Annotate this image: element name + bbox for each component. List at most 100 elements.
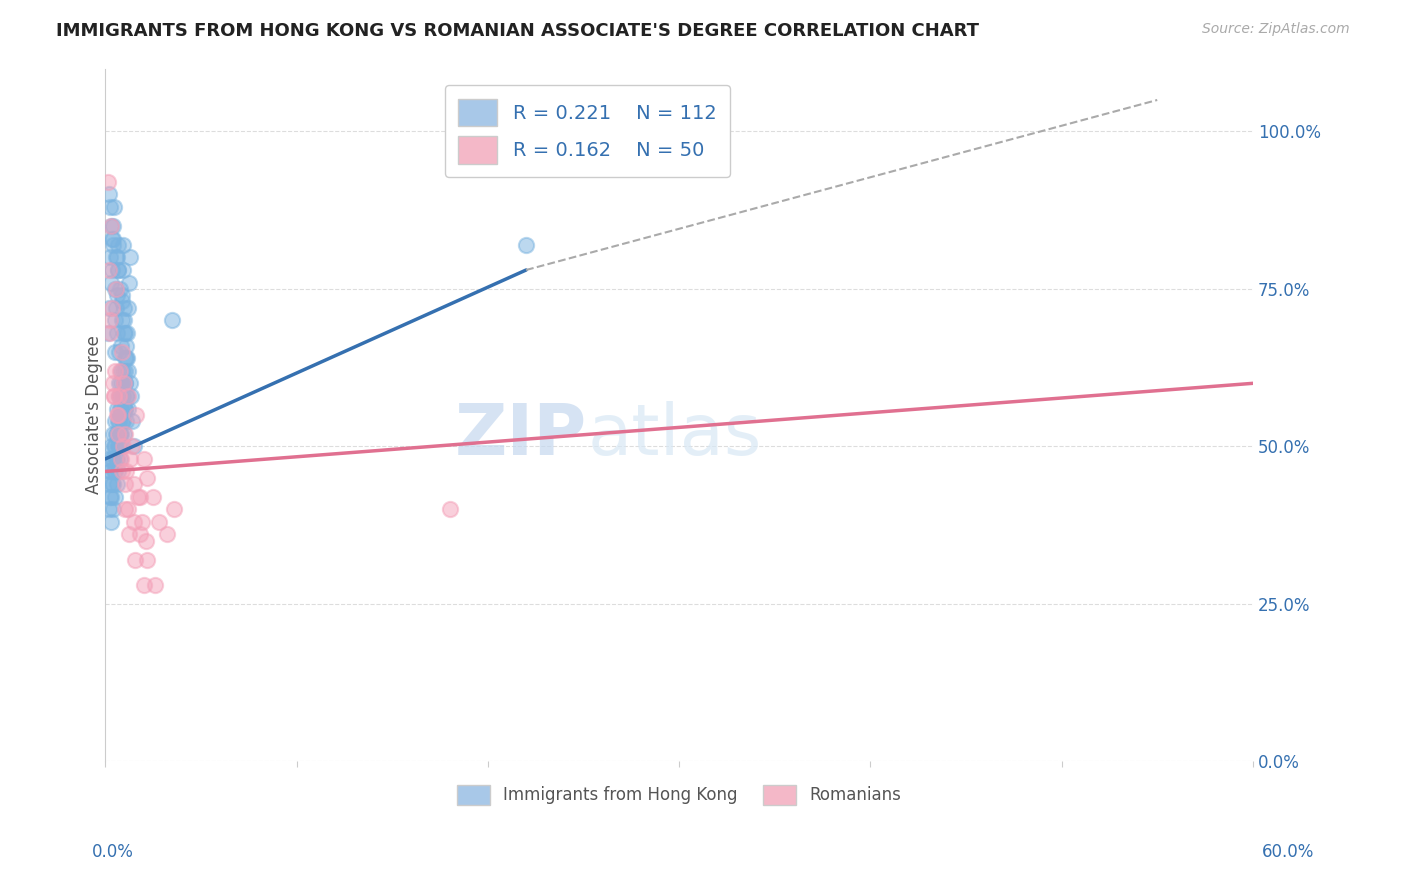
Point: [101, 376, 124, 391]
Point: [105, 326, 128, 340]
Point: [111, 294, 134, 309]
Point: [98, 251, 121, 265]
Point: [107, 376, 129, 391]
Point: [117, 401, 139, 416]
Point: [107, 263, 129, 277]
Point: [104, 364, 127, 378]
Point: [112, 426, 135, 441]
Point: [162, 313, 184, 327]
Point: [104, 426, 127, 441]
Text: Source: ZipAtlas.com: Source: ZipAtlas.com: [1202, 22, 1350, 37]
Point: [114, 477, 136, 491]
Point: [120, 389, 142, 403]
Point: [107, 465, 129, 479]
Point: [104, 313, 127, 327]
Point: [122, 515, 145, 529]
Point: [105, 251, 128, 265]
Point: [112, 401, 135, 416]
Point: [100, 276, 122, 290]
Point: [104, 282, 127, 296]
Point: [107, 439, 129, 453]
Point: [97, 301, 120, 315]
Point: [112, 376, 135, 391]
Point: [114, 401, 136, 416]
Point: [103, 219, 125, 233]
Point: [120, 376, 142, 391]
Point: [107, 237, 129, 252]
Point: [97, 326, 120, 340]
Point: [111, 237, 134, 252]
Point: [107, 439, 129, 453]
Point: [104, 414, 127, 428]
Point: [118, 527, 141, 541]
Point: [117, 301, 139, 315]
Point: [100, 465, 122, 479]
Point: [114, 376, 136, 391]
Point: [111, 389, 134, 403]
Point: [100, 490, 122, 504]
Point: [118, 276, 141, 290]
Point: [103, 200, 125, 214]
Point: [104, 251, 127, 265]
Point: [163, 502, 186, 516]
Point: [110, 338, 132, 352]
Point: [111, 344, 134, 359]
Point: [105, 477, 128, 491]
Point: [117, 389, 139, 403]
Point: [100, 219, 122, 233]
Point: [111, 439, 134, 453]
Point: [101, 231, 124, 245]
Point: [114, 401, 136, 416]
Point: [104, 490, 127, 504]
Point: [120, 251, 142, 265]
Y-axis label: Associate's Degree: Associate's Degree: [86, 335, 103, 494]
Point: [142, 490, 165, 504]
Point: [103, 439, 125, 453]
Text: IMMIGRANTS FROM HONG KONG VS ROMANIAN ASSOCIATE'S DEGREE CORRELATION CHART: IMMIGRANTS FROM HONG KONG VS ROMANIAN AS…: [56, 22, 979, 40]
Point: [136, 552, 159, 566]
Point: [132, 578, 155, 592]
Point: [105, 408, 128, 422]
Point: [115, 389, 138, 403]
Point: [115, 414, 138, 428]
Point: [101, 477, 124, 491]
Point: [107, 414, 129, 428]
Point: [668, 144, 690, 158]
Point: [108, 426, 131, 441]
Point: [101, 426, 124, 441]
Point: [111, 288, 134, 302]
Point: [111, 414, 134, 428]
Point: [100, 515, 122, 529]
Point: [114, 426, 136, 441]
Point: [97, 175, 120, 189]
Point: [148, 515, 170, 529]
Point: [136, 471, 159, 485]
Point: [135, 533, 157, 548]
Point: [125, 408, 148, 422]
Point: [98, 477, 121, 491]
Point: [104, 301, 127, 315]
Point: [112, 326, 135, 340]
Point: [111, 313, 134, 327]
Point: [110, 364, 132, 378]
Point: [124, 552, 146, 566]
Point: [114, 502, 136, 516]
Point: [103, 389, 125, 403]
Legend: Immigrants from Hong Kong, Romanians: Immigrants from Hong Kong, Romanians: [447, 775, 911, 815]
Point: [98, 490, 121, 504]
Point: [128, 490, 150, 504]
Point: [121, 414, 143, 428]
Point: [108, 401, 131, 416]
Point: [111, 364, 134, 378]
Point: [127, 490, 149, 504]
Text: 60.0%: 60.0%: [1263, 843, 1315, 861]
Point: [128, 527, 150, 541]
Point: [132, 451, 155, 466]
Point: [98, 187, 121, 202]
Point: [110, 376, 132, 391]
Point: [98, 451, 121, 466]
Point: [110, 451, 132, 466]
Point: [120, 451, 142, 466]
Point: [105, 288, 128, 302]
Point: [122, 477, 145, 491]
